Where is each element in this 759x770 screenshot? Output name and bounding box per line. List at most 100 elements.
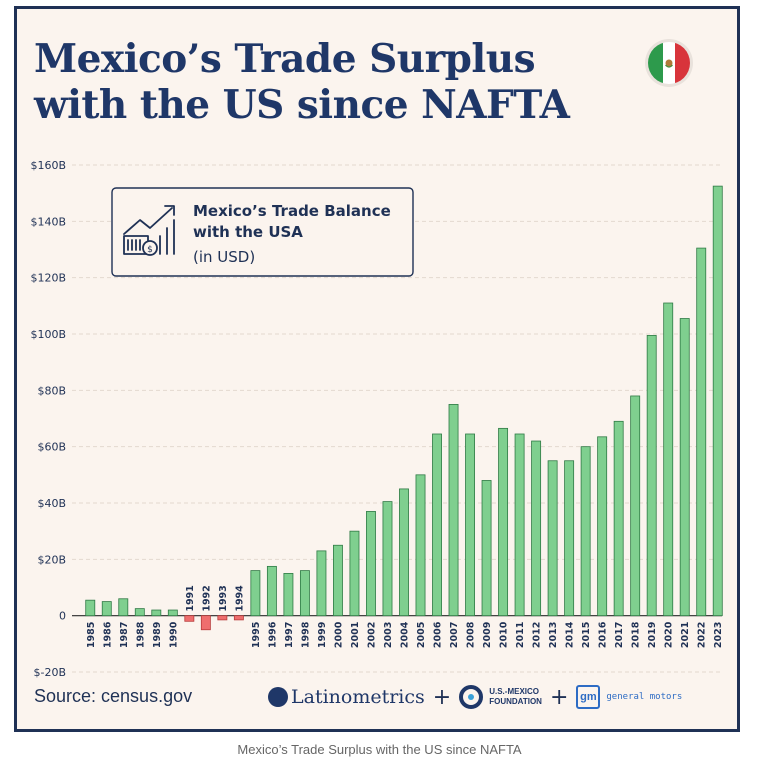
bar-1995 <box>250 570 261 617</box>
x-tick-label: 2019 <box>647 622 658 648</box>
x-tick-label: 1994 <box>234 585 245 612</box>
x-tick-label: 2007 <box>449 622 460 648</box>
legend-box: $ Mexico’s Trade Balance with the USA (i… <box>111 187 414 277</box>
usmx-foundation-logo: U.S.-MEXICO FOUNDATION <box>459 685 542 709</box>
x-tick-label: 2023 <box>713 622 724 648</box>
bar-2012 <box>531 440 542 617</box>
usmx-mark-icon <box>459 685 484 709</box>
y-tick-label: $-20B <box>33 666 66 679</box>
svg-text:$: $ <box>147 245 153 255</box>
bar-2003 <box>382 501 393 617</box>
bar-2015 <box>580 446 591 617</box>
bar-1991 <box>184 615 195 622</box>
usmx-wordmark: U.S.-MEXICO FOUNDATION <box>489 687 542 707</box>
x-tick-label: 2022 <box>697 622 708 648</box>
y-tick-layer: $-20B 0 $20B $40B $60B $80B $100B $120B $140B $16… <box>30 159 66 679</box>
bar-1996 <box>266 565 277 617</box>
x-tick-label: 2006 <box>433 621 444 648</box>
x-tick-label: 2011 <box>515 622 526 648</box>
plus-separator: + <box>549 684 569 710</box>
x-tick-label: 1985 <box>86 622 97 648</box>
bar-1994 <box>233 615 244 621</box>
bar-2020 <box>663 302 674 617</box>
x-tick-label: 2008 <box>466 621 477 648</box>
x-tick-label: 2014 <box>565 621 576 648</box>
x-tick-label: 1992 <box>201 585 212 611</box>
x-tick-label: 2020 <box>664 621 675 648</box>
bar-layer <box>85 185 723 631</box>
x-tick-label: 1996 <box>267 621 278 648</box>
bar-1992 <box>200 615 211 631</box>
y-tick-label: $40B <box>37 497 66 510</box>
x-tick-label: 1997 <box>284 622 295 648</box>
x-tick-label: 2002 <box>366 622 377 648</box>
bar-chart: $-20B 0 $20B $40B $60B $80B $100B $120B $140B $16… <box>30 159 724 679</box>
trend-money-icon: $ <box>123 205 175 256</box>
latinometrics-wordmark: Latinometrics <box>291 686 425 708</box>
x-tick-label: 1987 <box>119 622 130 648</box>
x-tick-label: 1991 <box>185 585 196 611</box>
bar-2013 <box>547 460 558 617</box>
x-tick-label: 2017 <box>614 622 625 648</box>
x-tick-label: 2018 <box>631 621 642 648</box>
bar-2014 <box>564 460 575 617</box>
x-tick-label: 2009 <box>482 622 493 648</box>
x-tick-label: 1989 <box>152 622 163 648</box>
x-tick-label: 2001 <box>350 622 361 648</box>
y-tick-label: 0 <box>59 610 66 623</box>
x-tick-label: 2021 <box>680 622 691 648</box>
bar-2006 <box>432 433 442 617</box>
legend-line-2: with the USA <box>193 223 303 241</box>
bar-2011 <box>514 433 525 617</box>
plus-separator: + <box>432 684 452 710</box>
bar-2017 <box>613 420 624 617</box>
bar-2000 <box>333 544 343 617</box>
x-tick-label: 1999 <box>317 622 328 648</box>
legend-line-1: Mexico’s Trade Balance <box>193 202 391 220</box>
bar-2002 <box>366 511 376 617</box>
sponsor-logos: Latinometrics + U.S.-MEXICO FOUNDATION +… <box>268 680 682 714</box>
bar-2023 <box>712 185 723 617</box>
bar-1998 <box>299 570 310 617</box>
gm-logo: gm general motors <box>576 685 682 709</box>
bar-2010 <box>498 427 509 617</box>
page-title: Mexico’s Trade Surplus with the US since… <box>34 36 570 128</box>
y-tick-label: $20B <box>37 553 66 566</box>
x-tick-label: 2004 <box>400 621 411 648</box>
x-tick-label: 1990 <box>168 621 179 648</box>
bar-2019 <box>646 335 657 617</box>
image-caption: Mexico’s Trade Surplus with the US since… <box>237 742 522 757</box>
bar-1987 <box>118 598 129 617</box>
bar-1989 <box>151 609 162 617</box>
y-tick-label: $140B <box>30 215 66 228</box>
bar-1985 <box>85 599 96 617</box>
bar-1993 <box>217 615 228 621</box>
y-tick-label: $120B <box>30 272 66 285</box>
x-label-layer: 1985 1986 1987 1988 1989 1990 1991 1992 1993 1994… <box>86 585 724 648</box>
gm-wordmark: general motors <box>606 692 683 702</box>
x-tick-label: 1995 <box>251 622 262 648</box>
bar-2018 <box>630 395 641 617</box>
legend-line-3: (in USD) <box>193 248 255 266</box>
bar-1988 <box>134 608 145 617</box>
x-tick-label: 1986 <box>102 621 113 648</box>
bar-2022 <box>696 247 707 617</box>
gm-mark-icon: gm <box>576 685 601 709</box>
mexico-flag-icon <box>645 39 693 87</box>
x-tick-label: 2012 <box>532 622 543 648</box>
x-tick-label: 2013 <box>548 622 559 648</box>
bar-1986 <box>101 601 112 617</box>
x-tick-label: 1988 <box>135 621 146 648</box>
x-tick-label: 2003 <box>383 622 394 648</box>
bar-2005 <box>415 474 426 617</box>
bar-2008 <box>465 433 475 617</box>
bar-1997 <box>283 573 294 617</box>
latinometrics-mark-icon <box>268 687 288 707</box>
x-tick-label: 2016 <box>598 621 609 648</box>
y-tick-label: $60B <box>37 441 66 454</box>
bar-2016 <box>597 436 608 617</box>
x-tick-label: 2010 <box>499 621 510 648</box>
bar-2007 <box>448 404 459 617</box>
bar-2021 <box>679 318 690 617</box>
y-tick-label: $100B <box>30 328 66 341</box>
